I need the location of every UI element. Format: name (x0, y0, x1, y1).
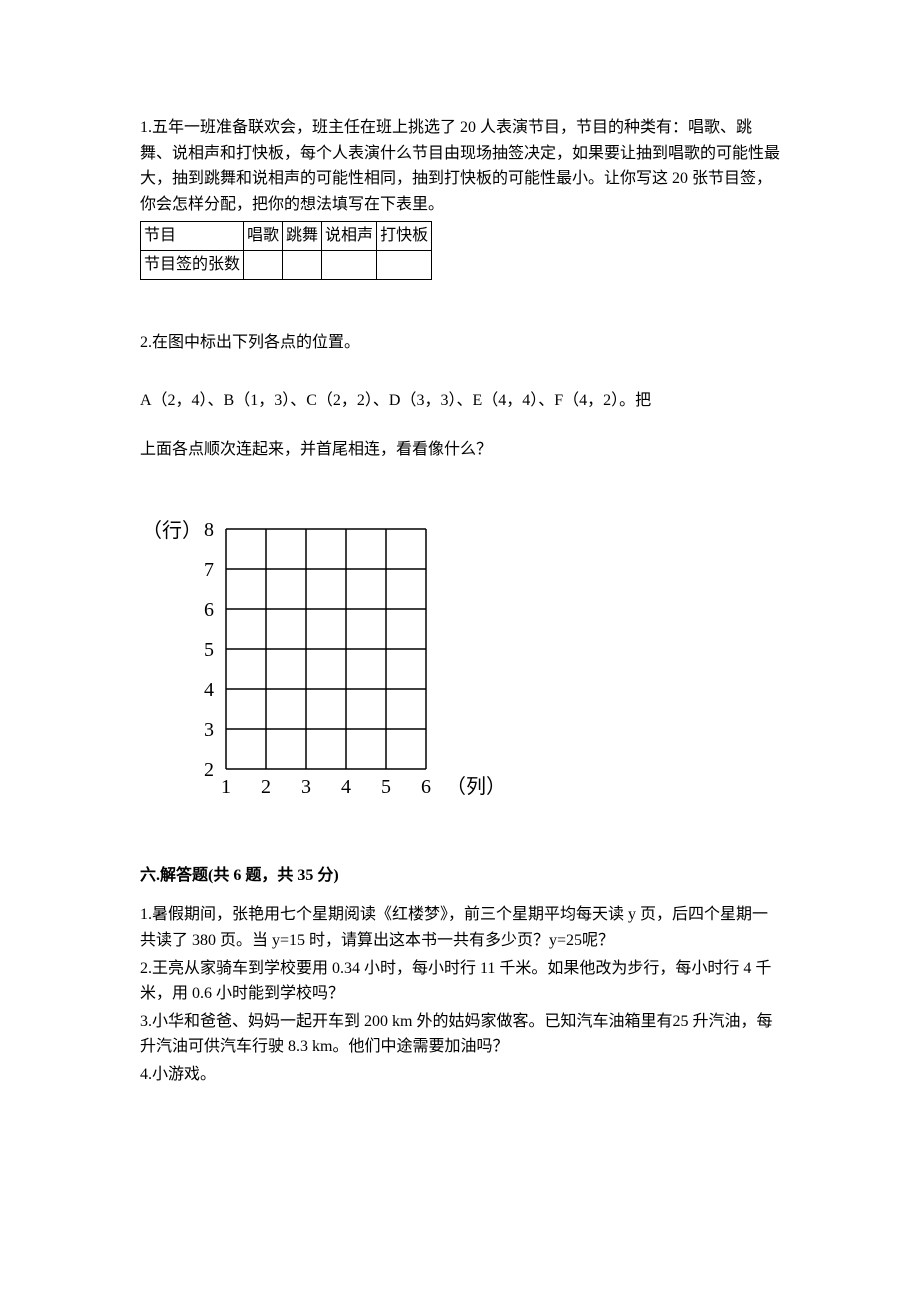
table-header-3: 打快板 (377, 222, 432, 251)
table-row1-label: 节目 (141, 222, 244, 251)
section-6-item-2: 2.王亮从家骑车到学校要用 0.34 小时，每小时行 11 千米。如果他改为步行… (140, 956, 780, 1007)
table-header-1: 跳舞 (283, 222, 322, 251)
svg-text:4: 4 (341, 776, 351, 798)
svg-text:5: 5 (381, 776, 391, 798)
svg-text:7: 7 (204, 559, 214, 581)
svg-text:3: 3 (204, 719, 214, 741)
section-6-item-4: 4.小游戏。 (140, 1062, 780, 1088)
slots-table: 节目 唱歌 跳舞 说相声 打快板 节目签的张数 (140, 221, 432, 279)
table-cell-1 (283, 250, 322, 279)
question-1-text: 1.五年一班准备联欢会，班主任在班上挑选了 20 人表演节目，节目的种类有：唱歌… (140, 115, 780, 217)
table-cell-2 (322, 250, 377, 279)
svg-text:1: 1 (221, 776, 231, 798)
section-6-item-3: 3.小华和爸爸、妈妈一起开车到 200 km 外的姑妈家做客。已知汽车油箱里有2… (140, 1009, 780, 1060)
table-row2-label: 节目签的张数 (141, 250, 244, 279)
svg-text:8: 8 (204, 519, 214, 541)
section-6-heading: 六.解答题(共 6 题，共 35 分) (140, 863, 780, 889)
table-header-2: 说相声 (322, 222, 377, 251)
section-6-item-1: 1.暑假期间，张艳用七个星期阅读《红楼梦》，前三个星期平均每天读 y 页，后四个… (140, 902, 780, 953)
grid-svg: 8765432（行）123456（列） (136, 509, 496, 819)
svg-text:6: 6 (204, 599, 214, 621)
section-6-list: 1.暑假期间，张艳用七个星期阅读《红楼梦》，前三个星期平均每天读 y 页，后四个… (140, 902, 780, 1087)
table-cell-3 (377, 250, 432, 279)
svg-text:（列）: （列） (446, 775, 496, 798)
svg-text:2: 2 (204, 759, 214, 781)
table-header-0: 唱歌 (244, 222, 283, 251)
svg-text:6: 6 (421, 776, 431, 798)
question-2-followup: 上面各点顺次连起来，并首尾相连，看看像什么？ (140, 428, 780, 473)
svg-text:2: 2 (261, 776, 271, 798)
svg-text:5: 5 (204, 639, 214, 661)
svg-text:（行）: （行） (142, 519, 202, 542)
coordinate-grid: 8765432（行）123456（列） (136, 509, 780, 819)
table-cell-0 (244, 250, 283, 279)
svg-text:4: 4 (204, 679, 214, 701)
svg-text:3: 3 (301, 776, 311, 798)
question-2-points: A（2，4）、B（1，3）、C（2，2）、D（3，3）、E（4，4）、F（4，2… (140, 379, 780, 424)
question-2-intro: 2.在图中标出下列各点的位置。 (140, 330, 780, 356)
